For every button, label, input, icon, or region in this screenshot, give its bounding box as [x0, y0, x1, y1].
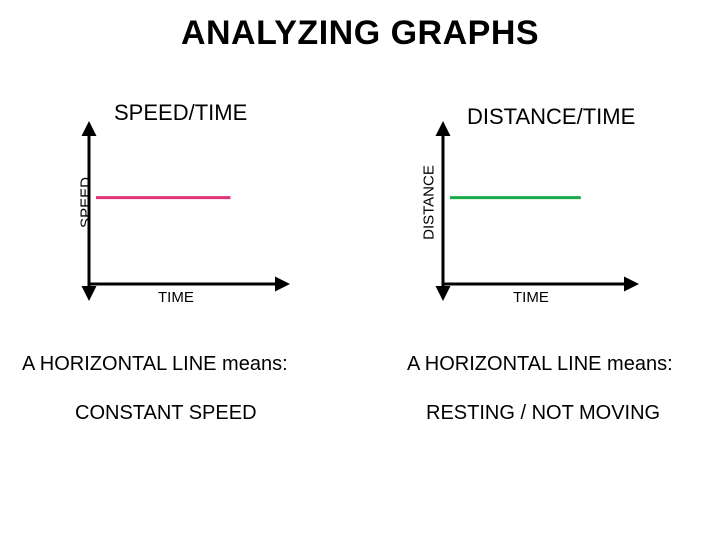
- speed-chart-meaning: CONSTANT SPEED: [75, 402, 257, 424]
- speed-chart-title: SPEED/TIME: [114, 100, 248, 125]
- distance-chart-title: DISTANCE/TIME: [467, 104, 636, 129]
- slide-title: ANALYZING GRAPHS: [180, 14, 540, 52]
- speed-chart-caption: A HORIZONTAL LINE means:: [22, 353, 288, 375]
- distance-chart-meaning: RESTING / NOT MOVING: [426, 402, 661, 424]
- distance-chart-xlabel: TIME: [513, 289, 549, 306]
- distance-chart-caption: A HORIZONTAL LINE means:: [407, 353, 673, 375]
- speed-chart-xlabel: TIME: [158, 289, 194, 306]
